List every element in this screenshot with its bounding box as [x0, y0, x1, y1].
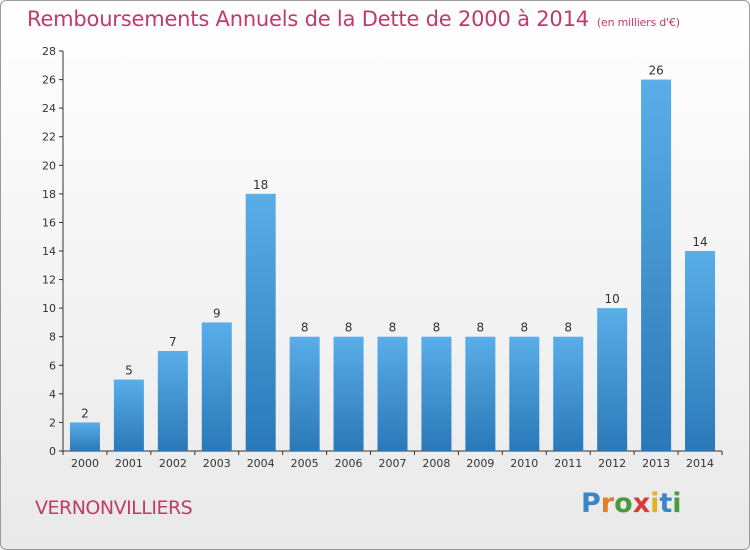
x-axis: 2000 2001 2002 2003 2004 2005 2006 2007 2008 2009…	[62, 450, 723, 470]
chart-title-text: Remboursements Annuels de la Dette de 20…	[27, 7, 589, 31]
x-tick-label: 2013	[642, 457, 670, 470]
bar-2012	[597, 308, 628, 451]
y-tick-label: 18	[42, 188, 56, 201]
bars	[69, 79, 716, 452]
x-tick-label: 2002	[159, 457, 187, 470]
y-tick-label: 2	[49, 416, 56, 429]
y-tick-label: 20	[42, 159, 56, 172]
y-tick-label: 4	[49, 388, 56, 401]
chart-subtitle: (en milliers d'€)	[596, 16, 680, 29]
x-tick-label: 2007	[379, 457, 407, 470]
bar-2011	[553, 336, 584, 451]
x-tick-label: 2004	[247, 457, 275, 470]
bar-2002	[157, 351, 188, 451]
data-label-2007: 8	[389, 321, 397, 335]
x-tick-label: 2001	[115, 457, 143, 470]
data-label-2001: 5	[125, 364, 133, 378]
data-label-2013: 26	[648, 64, 663, 78]
logo-letter: i	[650, 488, 660, 519]
y-tick-label: 0	[49, 445, 56, 458]
x-tick-label: 2000	[71, 457, 99, 470]
x-tick-label: 2009	[466, 457, 494, 470]
data-label-2002: 7	[169, 335, 177, 349]
x-tick-label: 2003	[203, 457, 231, 470]
bar-2000	[69, 422, 100, 451]
proxiti-logo[interactable]: Proxiti	[581, 488, 682, 519]
data-label-2014: 14	[692, 235, 707, 249]
logo-letter: i	[672, 488, 682, 519]
data-label-2003: 9	[213, 306, 221, 320]
x-tick-label: 2006	[335, 457, 363, 470]
data-label-2008: 8	[433, 321, 441, 335]
y-tick-label: 14	[42, 245, 56, 258]
data-label-2011: 8	[564, 321, 572, 335]
data-label-2000: 2	[81, 406, 89, 420]
bar-2001	[113, 379, 144, 451]
data-label-2004: 18	[253, 178, 268, 192]
y-tick-label: 12	[42, 274, 56, 287]
data-label-2010: 8	[520, 321, 528, 335]
logo-letter: r	[600, 488, 615, 519]
y-tick-label: 28	[42, 45, 56, 58]
x-tick-label: 2012	[598, 457, 626, 470]
bar-2005	[289, 336, 320, 451]
logo-letter: t	[659, 488, 673, 519]
y-tick-label: 24	[42, 102, 56, 115]
data-label-2006: 8	[345, 321, 353, 335]
x-tick-label: 2005	[291, 457, 319, 470]
x-tick-label: 2010	[510, 457, 538, 470]
y-tick-label: 6	[49, 359, 56, 372]
bar-2007	[377, 336, 408, 451]
data-label-2009: 8	[477, 321, 485, 335]
data-label-2005: 8	[301, 321, 309, 335]
x-tick-label: 2011	[554, 457, 582, 470]
chart-title: Remboursements Annuels de la Dette de 20…	[27, 7, 680, 31]
y-tick-label: 26	[42, 74, 56, 87]
bar-2008	[421, 336, 452, 451]
bar-2006	[333, 336, 364, 451]
bar-2009	[465, 336, 496, 451]
location-name: VERNONVILLIERS	[35, 497, 193, 519]
data-labels: 2 5 7 9 18 8 8 8 8 8 8 8 10 26 14	[81, 64, 708, 421]
logo-letter: o	[614, 488, 633, 519]
logo-letter: x	[632, 488, 651, 519]
logo-letter: P	[581, 488, 601, 519]
bar-2010	[509, 336, 540, 451]
y-tick-label: 16	[42, 216, 56, 229]
data-label-2012: 10	[605, 292, 620, 306]
bar-2004	[245, 193, 276, 451]
y-tick-label: 10	[42, 302, 56, 315]
y-tick-label: 8	[49, 331, 56, 344]
x-tick-label: 2008	[422, 457, 450, 470]
bar-2013	[641, 79, 672, 452]
bar-2014	[685, 251, 716, 451]
y-tick-label: 22	[42, 131, 56, 144]
bar-2003	[201, 322, 232, 451]
x-tick-label: 2014	[686, 457, 714, 470]
